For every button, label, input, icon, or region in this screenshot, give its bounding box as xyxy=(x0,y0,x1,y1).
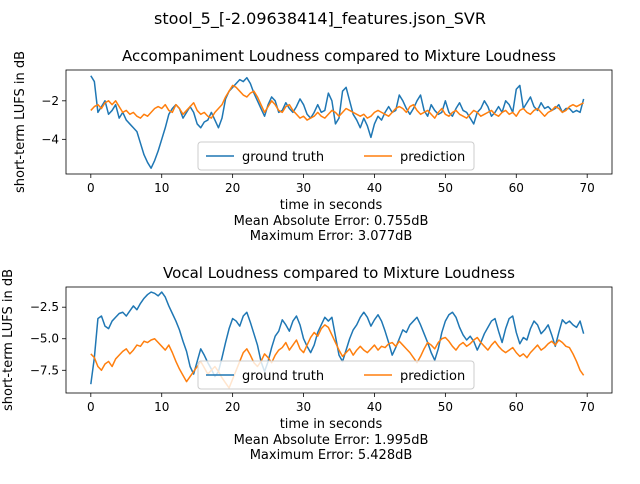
x-tick-label: 10 xyxy=(154,181,169,195)
y-tick-label: −7.5 xyxy=(30,363,59,377)
mean-absolute-error: Mean Absolute Error: 0.755dB xyxy=(234,214,429,229)
x-tick-label: 20 xyxy=(225,181,240,195)
vocal-chart: Vocal Loudness compared to Mixture Loudn… xyxy=(1,264,613,463)
x-tick-label: 40 xyxy=(367,181,382,195)
y-tick-label: −2.5 xyxy=(30,300,59,314)
x-tick-label: 50 xyxy=(438,181,453,195)
x-tick-label: 50 xyxy=(438,400,453,414)
series-line-prediction xyxy=(90,324,585,389)
x-axis-label: time in seconds xyxy=(280,417,383,432)
plot-frame xyxy=(65,286,613,394)
x-tick-label: 30 xyxy=(296,400,311,414)
maximum-error: Maximum Error: 5.428dB xyxy=(250,448,413,463)
x-tick-label: 60 xyxy=(509,400,524,414)
y-axis-label: short-term LUFS in dB xyxy=(1,269,16,411)
mean-absolute-error: Mean Absolute Error: 1.995dB xyxy=(234,433,429,448)
legend: ground truth prediction xyxy=(197,141,475,171)
x-tick-label: 70 xyxy=(580,181,595,195)
x-tick-label: 0 xyxy=(87,181,95,195)
y-tick-label: −5.0 xyxy=(30,332,59,346)
x-tick-label: 70 xyxy=(580,400,595,414)
legend-label-prediction: prediction xyxy=(400,150,465,165)
chart-title: Accompaniment Loudness compared to Mixtu… xyxy=(122,47,556,65)
x-axis-label: time in seconds xyxy=(280,198,383,213)
accompaniment-chart: Accompaniment Loudness compared to Mixtu… xyxy=(13,47,613,244)
x-tick-label: 40 xyxy=(367,400,382,414)
x-tick-label: 60 xyxy=(509,181,524,195)
series-line-prediction xyxy=(90,84,584,121)
legend: ground truth prediction xyxy=(197,360,475,390)
legend-box xyxy=(197,360,475,390)
series-line-ground-truth xyxy=(90,75,585,169)
legend-label-ground-truth: ground truth xyxy=(242,150,324,165)
x-tick-label: 30 xyxy=(296,181,311,195)
maximum-error: Maximum Error: 3.077dB xyxy=(250,229,413,244)
x-tick-label: 10 xyxy=(154,400,169,414)
y-tick-label: −2 xyxy=(41,94,59,108)
y-axis-label: short-term LUFS in dB xyxy=(13,51,28,193)
legend-box xyxy=(197,141,475,171)
chart-title: Vocal Loudness compared to Mixture Loudn… xyxy=(163,264,515,282)
figure-suptitle: stool_5_[-2.09638414]_features.json_SVR xyxy=(154,9,486,29)
legend-label-prediction: prediction xyxy=(400,369,465,384)
plot-frame xyxy=(65,69,613,175)
legend-label-ground-truth: ground truth xyxy=(242,369,324,384)
y-tick-label: −4 xyxy=(41,132,59,146)
x-tick-label: 20 xyxy=(225,400,240,414)
x-tick-label: 0 xyxy=(87,400,95,414)
